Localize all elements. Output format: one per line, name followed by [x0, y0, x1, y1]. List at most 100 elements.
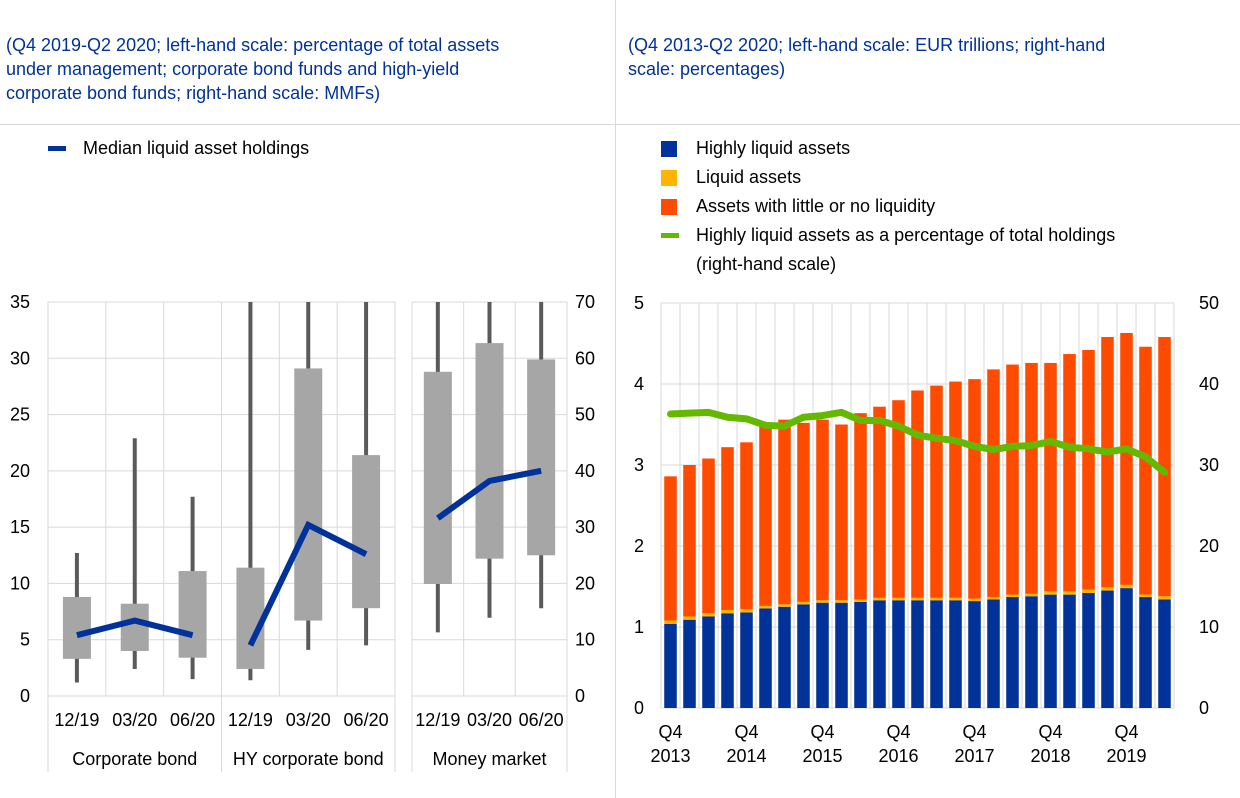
bar-illiquid	[1044, 362, 1057, 592]
bar-highly-liquid	[759, 608, 772, 708]
y-tick-label-right: 10	[575, 630, 595, 650]
bar-highly-liquid	[1082, 592, 1095, 708]
bar-liquid	[949, 597, 962, 601]
median-line	[247, 520, 368, 647]
bar-highly-liquid	[835, 602, 848, 708]
y-tick-label-right: 70	[575, 292, 595, 312]
bar-illiquid	[835, 424, 848, 601]
y-tick-label-right: 20	[1199, 536, 1219, 556]
bar-highly-liquid	[1120, 588, 1133, 708]
left-legend: Median liquid asset holdings	[48, 134, 309, 163]
bar-liquid	[759, 605, 772, 609]
y-tick-label-right: 40	[1199, 374, 1219, 394]
bar-liquid	[702, 613, 715, 617]
bar-liquid	[664, 620, 677, 624]
highly-liquid-swatch-icon	[661, 140, 677, 157]
box	[352, 455, 381, 609]
x-tick-label: Q4	[886, 722, 910, 742]
x-tick-label: Q4	[734, 722, 758, 742]
bar-liquid	[778, 604, 791, 607]
median-line	[76, 617, 194, 639]
y-tick-label-left: 30	[10, 348, 30, 368]
bar-highly-liquid	[683, 619, 696, 708]
y-tick-label-right: 30	[575, 517, 595, 537]
bar-highly-liquid	[987, 599, 1000, 708]
bar-illiquid	[949, 381, 962, 598]
x-tick-label: 06/20	[344, 710, 389, 730]
bar-illiquid	[930, 385, 943, 598]
y-tick-label-left: 0	[20, 686, 30, 706]
y-tick-label-left: 5	[634, 293, 644, 313]
bar-highly-liquid	[1158, 599, 1171, 708]
y-tick-label-left: 20	[10, 461, 30, 481]
bar-highly-liquid	[1139, 597, 1152, 708]
bar-liquid	[816, 600, 829, 603]
y-tick-label-right: 20	[575, 573, 595, 593]
subtitle-line: scale: percentages)	[628, 59, 786, 79]
y-tick-label-right: 60	[575, 348, 595, 368]
legend-item-percentage: Highly liquid assets as a percentage of …	[661, 221, 1115, 250]
box	[423, 371, 452, 584]
box	[178, 571, 207, 658]
right-chart-subtitle: (Q4 2013-Q2 2020; left-hand scale: EUR t…	[628, 33, 1105, 81]
bar-liquid	[1120, 584, 1133, 589]
bar-illiquid	[778, 419, 791, 605]
bar-highly-liquid	[702, 616, 715, 708]
y-tick-label-left: 25	[10, 405, 30, 425]
bar-illiquid	[1158, 337, 1171, 597]
y-tick-label-left: 10	[10, 573, 30, 593]
bar-highly-liquid	[911, 600, 924, 708]
bar-highly-liquid	[1044, 594, 1057, 708]
y-tick-label-left: 2	[634, 536, 644, 556]
bar-liquid	[1063, 591, 1076, 595]
group-label: Money market	[432, 749, 546, 769]
bar-highly-liquid	[854, 601, 867, 708]
bar-liquid	[1044, 591, 1057, 595]
bar-liquid	[683, 616, 696, 620]
legend-label: Median liquid asset holdings	[83, 138, 310, 158]
legend-label: Liquid assets	[696, 167, 802, 187]
bar-illiquid	[1120, 332, 1133, 585]
bar-liquid	[873, 597, 886, 601]
liquid-swatch-icon	[661, 169, 677, 186]
right-chart-panel: (Q4 2013-Q2 2020; left-hand scale: EUR t…	[615, 0, 1240, 798]
bar-illiquid	[1082, 349, 1095, 590]
bar-highly-liquid	[930, 600, 943, 708]
y-tick-label-right: 40	[575, 461, 595, 481]
bar-liquid	[930, 597, 943, 601]
x-tick-label: 12/19	[54, 710, 99, 730]
subtitle-line: (Q4 2013-Q2 2020; left-hand scale: EUR t…	[628, 35, 1106, 55]
x-tick-label: 2018	[1030, 746, 1070, 766]
median-line-swatch-icon	[48, 146, 66, 151]
legend-item-liquid: Liquid assets	[661, 163, 1115, 192]
divider	[0, 124, 615, 125]
x-tick-label: 2014	[726, 746, 766, 766]
bar-liquid	[968, 598, 981, 602]
bar-liquid	[854, 599, 867, 602]
box	[120, 603, 149, 651]
bar-liquid	[740, 609, 753, 613]
bar-illiquid	[1139, 346, 1152, 595]
bar-highly-liquid	[1101, 590, 1114, 708]
box	[62, 596, 91, 659]
bar-liquid	[835, 600, 848, 603]
legend-item-median: Median liquid asset holdings	[48, 134, 309, 163]
bar-highly-liquid	[740, 612, 753, 708]
x-tick-label: 06/20	[170, 710, 215, 730]
x-tick-label: 03/20	[286, 710, 331, 730]
bar-highly-liquid	[968, 601, 981, 708]
y-tick-label-right: 30	[1199, 455, 1219, 475]
bar-illiquid	[873, 406, 886, 598]
x-tick-label: Q4	[962, 722, 986, 742]
x-tick-label: 2013	[650, 746, 690, 766]
bar-liquid	[797, 601, 810, 605]
legend-label: Highly liquid assets as a percentage of …	[696, 225, 1116, 245]
y-tick-label-right: 0	[575, 686, 585, 706]
y-tick-label-left: 4	[634, 374, 644, 394]
bar-illiquid	[911, 390, 924, 598]
bar-highly-liquid	[1025, 596, 1038, 708]
bar-illiquid	[816, 419, 829, 601]
y-tick-label-right: 0	[1199, 698, 1209, 718]
bar-illiquid	[854, 413, 867, 600]
x-tick-label: Q4	[658, 722, 682, 742]
